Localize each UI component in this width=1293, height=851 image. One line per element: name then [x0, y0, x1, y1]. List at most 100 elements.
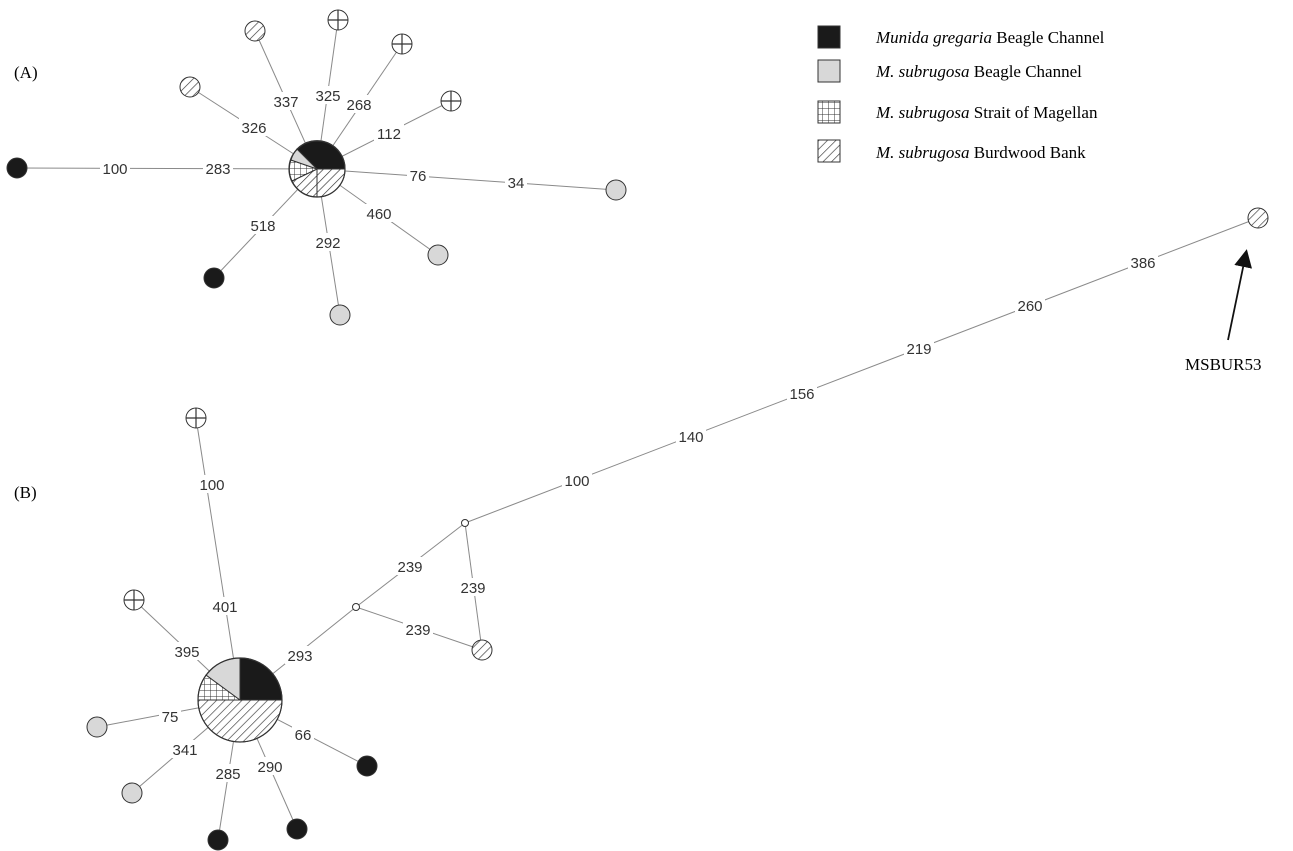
- panel-a-network: 100 283 326 337 325 268 112 76 34 460 29…: [6, 9, 627, 326]
- node-b-hatch-msbur53: [1247, 207, 1269, 229]
- edge-label: 100: [199, 477, 224, 494]
- pie-b-outline: [197, 657, 283, 743]
- edge-label: 341: [172, 742, 197, 759]
- edge-label: 401: [212, 599, 237, 616]
- edge-label: 112: [377, 126, 401, 143]
- node-b-hatch-239: [471, 639, 493, 661]
- legend-swatch-black: [817, 25, 841, 49]
- annotation-msbur53: MSBUR53: [1185, 355, 1262, 374]
- edge-b-label-140: 140: [676, 427, 706, 446]
- edge-b-label-100-long: 100: [562, 471, 592, 490]
- edge-a-left: [16, 167, 318, 170]
- edge-label: 290: [257, 759, 282, 776]
- edge-b-label-219: 219: [904, 339, 934, 358]
- pie-a-outline: [288, 140, 346, 198]
- legend-item-subrugosa-beagle: M. subrugosa Beagle Channel: [817, 59, 1082, 83]
- edge-label: 518: [250, 218, 275, 235]
- edge-label: 460: [366, 206, 391, 223]
- edge-a-label-268: 268: [344, 95, 374, 114]
- panel-b-network: 100 401 395 75 341 285 290 66 293 239 23…: [86, 207, 1269, 851]
- legend-item-subrugosa-burdwood: M. subrugosa Burdwood Bank: [817, 139, 1086, 163]
- node-a-gray-right: [605, 179, 627, 201]
- edge-label: 156: [789, 386, 814, 403]
- edge-b-label-293: 293: [285, 646, 315, 665]
- edge-a-label-34: 34: [505, 173, 527, 192]
- edge-label: 386: [1130, 255, 1155, 272]
- edge-b-label-239-a: 239: [395, 557, 425, 576]
- edge-b-top: [195, 417, 241, 701]
- pie-b-hatch: [197, 699, 283, 743]
- legend-swatch-gray: [817, 59, 841, 83]
- edge-label: 285: [215, 766, 240, 783]
- edge-label: 293: [287, 648, 312, 665]
- node-b-crosshair-top: [185, 407, 207, 429]
- edge-label: 239: [460, 580, 485, 597]
- legend-label-0: Munida gregaria Beagle Channel: [875, 28, 1105, 47]
- node-a-hatch-1: [179, 76, 201, 98]
- edge-a-label-460: 460: [364, 204, 394, 223]
- edge-b-label-239-b: 239: [403, 620, 433, 639]
- panel-a-label: (A): [14, 63, 38, 82]
- edge-label: 395: [174, 644, 199, 661]
- legend-italic-3: M. subrugosa: [875, 143, 970, 162]
- edge-b-label-100-top: 100: [197, 475, 227, 494]
- panel-b-label: (B): [14, 483, 37, 502]
- edge-a-label-112: 112: [374, 124, 404, 143]
- edge-label: 76: [410, 168, 427, 185]
- legend-swatch-grid: [817, 100, 841, 124]
- node-a-hatch-2: [244, 20, 266, 42]
- node-b-crosshair-left: [123, 589, 145, 611]
- node-b-central-pie: [197, 657, 283, 743]
- node-b-median-2: [461, 519, 469, 527]
- node-a-gray-292: [329, 304, 351, 326]
- edge-b-label-386: 386: [1128, 253, 1158, 272]
- node-a-gray-460: [427, 244, 449, 266]
- legend-italic-2: M. subrugosa: [875, 103, 970, 122]
- legend-label-1: M. subrugosa Beagle Channel: [875, 62, 1082, 81]
- edge-label: 66: [295, 727, 312, 744]
- edge-label: 325: [315, 88, 340, 105]
- node-a-crosshair-3: [440, 90, 462, 112]
- edge-a-label-326: 326: [239, 118, 269, 137]
- legend-label-2: M. subrugosa Strait of Magellan: [875, 103, 1098, 122]
- edge-b-label-260: 260: [1015, 296, 1045, 315]
- edge-label: 75: [162, 709, 179, 726]
- edge-label: 283: [205, 161, 230, 178]
- annotation-arrow: [1227, 249, 1252, 341]
- node-a-black-518: [203, 267, 225, 289]
- legend-italic-0: Munida gregaria: [875, 28, 992, 47]
- node-b-black-66: [356, 755, 378, 777]
- edge-b-label-290: 290: [255, 757, 285, 776]
- edge-label: 326: [241, 120, 266, 137]
- edge-b-label-75: 75: [159, 707, 181, 726]
- edge-label: 268: [346, 97, 371, 114]
- edge-label: 219: [906, 341, 931, 358]
- node-b-median-1: [352, 603, 360, 611]
- edge-a-label-325: 325: [313, 86, 343, 105]
- edge-label: 140: [678, 429, 703, 446]
- node-a-black-left: [6, 157, 28, 179]
- edge-label: 337: [273, 94, 298, 111]
- legend-rest-1: Beagle Channel: [970, 62, 1083, 81]
- edge-label: 100: [102, 161, 127, 178]
- node-b-gray-75: [86, 716, 108, 738]
- legend-rest-2: Strait of Magellan: [970, 103, 1098, 122]
- node-a-central-pie: [288, 140, 346, 198]
- edge-b-label-239-c: 239: [458, 578, 488, 597]
- legend-swatch-hatch: [817, 139, 841, 163]
- node-a-crosshair-1: [327, 9, 349, 31]
- edge-b-label-285: 285: [213, 764, 243, 783]
- edge-a-label-292: 292: [313, 233, 343, 252]
- edge-b-label-66: 66: [292, 725, 314, 744]
- legend-item-subrugosa-magellan: M. subrugosa Strait of Magellan: [817, 100, 1098, 124]
- edge-b-label-156: 156: [787, 384, 817, 403]
- edge-a-label-283: 283: [203, 159, 233, 178]
- edge-label: 239: [405, 622, 430, 639]
- edge-b-label-395: 395: [172, 642, 202, 661]
- edge-label: 100: [564, 473, 589, 490]
- legend-italic-1: M. subrugosa: [875, 62, 970, 81]
- legend: Munida gregaria Beagle Channel M. subrug…: [817, 25, 1105, 163]
- edge-label: 239: [397, 559, 422, 576]
- edge-b-long: [464, 217, 1259, 524]
